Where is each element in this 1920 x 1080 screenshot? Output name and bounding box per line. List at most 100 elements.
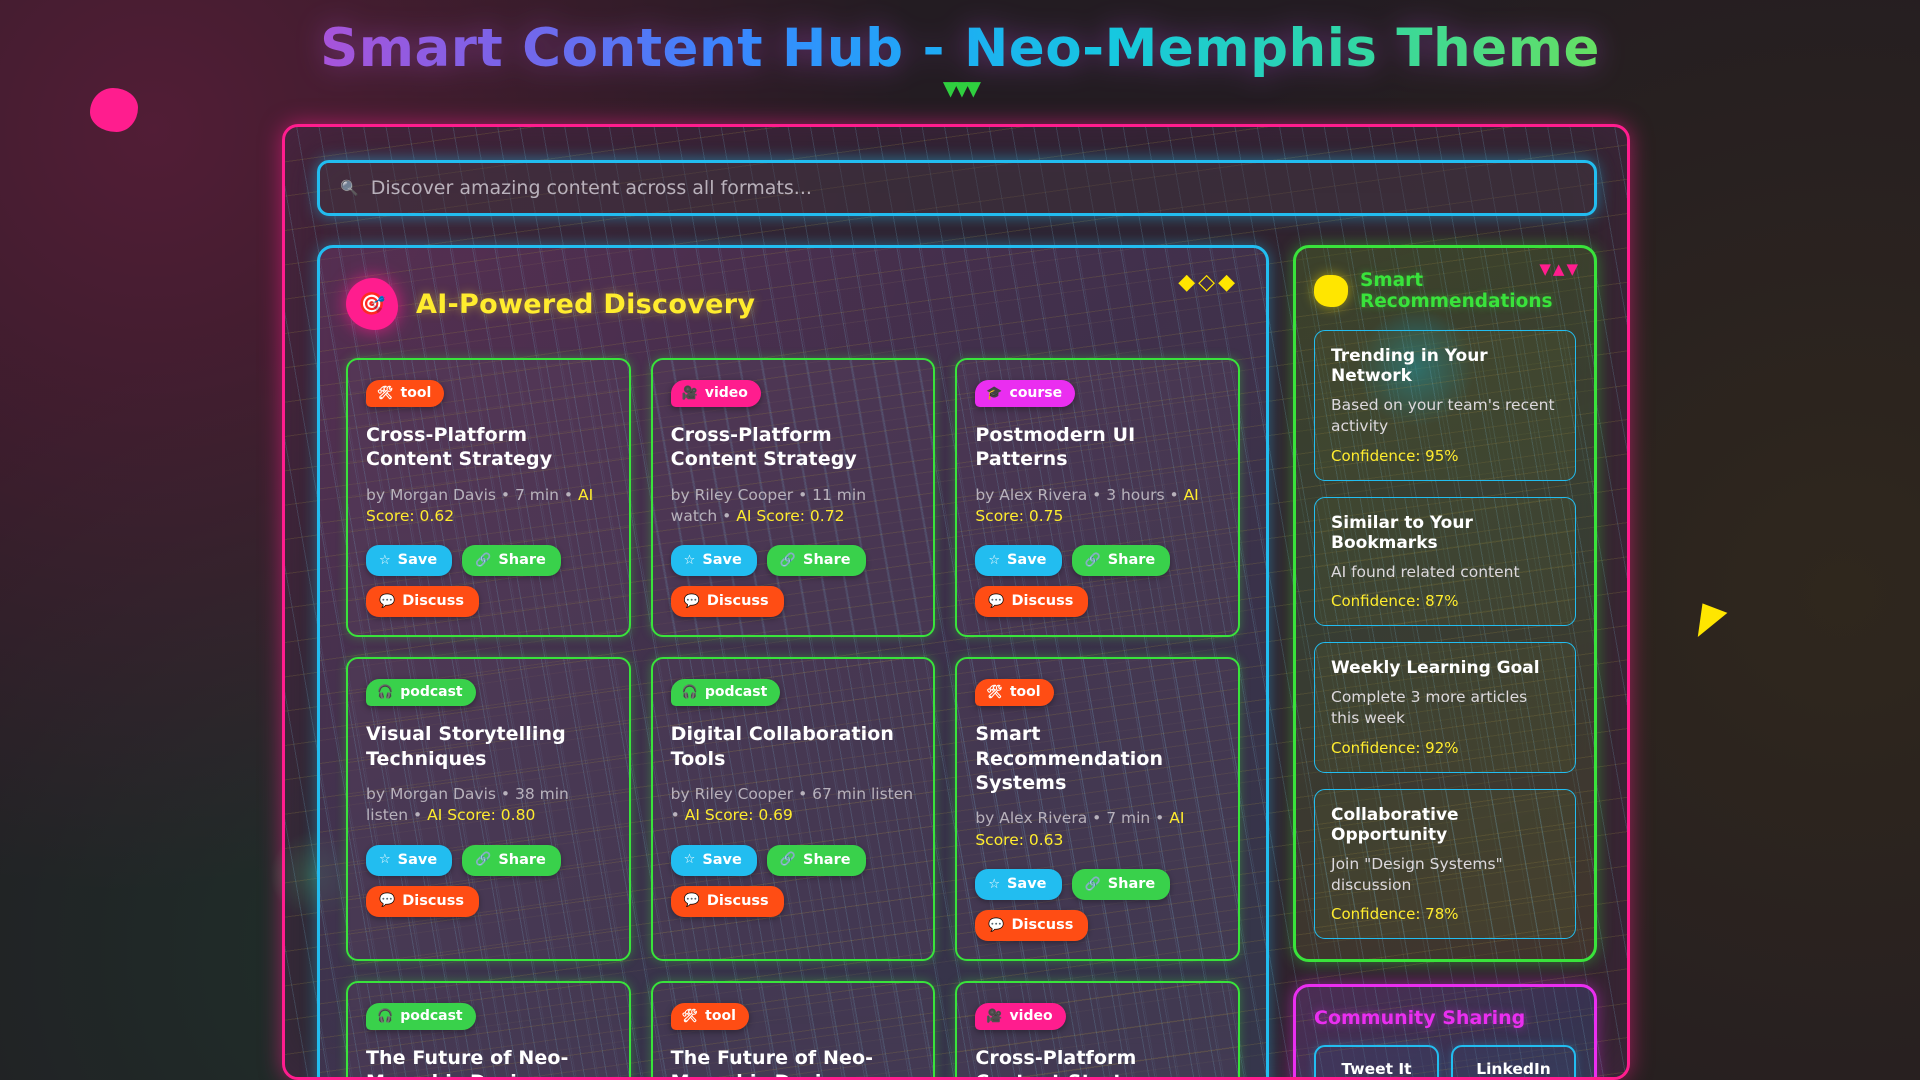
content-card[interactable]: 🛠 tool Smart Recommendation Systems by A…	[955, 657, 1240, 962]
share-button[interactable]: 🔗 Share	[1071, 869, 1171, 901]
content-card[interactable]: 🎧 podcast Digital Collaboration Tools by…	[650, 657, 936, 962]
content-card-title: The Future of Neo-Memphis Design	[366, 1047, 569, 1077]
recommendation-description: AI found related content	[1331, 562, 1520, 581]
speech-bubble-icon: 💬	[379, 593, 396, 609]
recommendation-card[interactable]: Trending in Your Network Based on your t…	[1314, 330, 1576, 481]
content-card-author-duration: by Morgan Davis • 7 min •	[366, 485, 578, 504]
main-columns: ◆◇◆ 🎯 AI-Powered Discovery 🛠 tool Cross-…	[317, 245, 1597, 1077]
content-card-title: Smart Recommendation Systems	[975, 723, 1164, 794]
tool-icon: 🛠	[681, 1008, 699, 1024]
speech-bubble-icon: 💬	[988, 593, 1005, 609]
recommendation-description: Complete 3 more articles this week	[1331, 688, 1528, 728]
share-button[interactable]: 🔗 Share	[766, 844, 866, 876]
content-type-badge: 🎧 podcast	[366, 1003, 476, 1031]
tool-icon: 🛠	[986, 684, 1003, 700]
discovery-header: 🎯 AI-Powered Discovery	[346, 278, 1240, 330]
content-type-badge: 🎥 video	[670, 380, 761, 407]
share-platform-button[interactable]: LinkedIn	[1451, 1045, 1576, 1077]
discovery-title: AI-Powered Discovery	[416, 288, 756, 320]
share-button-label: Share	[498, 552, 546, 569]
star-icon: ☆	[683, 552, 696, 568]
save-button[interactable]: ☆ Save	[670, 844, 757, 876]
speech-bubble-icon: 💬	[683, 593, 700, 609]
content-card[interactable]: 🛠 tool The Future of Neo-Memphis Design …	[650, 981, 936, 1077]
save-button[interactable]: ☆ Save	[975, 869, 1062, 901]
content-type-label: tool	[1009, 684, 1041, 701]
share-button[interactable]: 🔗 Share	[766, 545, 866, 577]
content-type-badge: 🛠 tool	[366, 380, 445, 407]
ai-discovery-panel: ◆◇◆ 🎯 AI-Powered Discovery 🛠 tool Cross-…	[317, 245, 1269, 1077]
tool-icon: 🛠	[377, 385, 394, 401]
discuss-button-label: Discuss	[402, 593, 465, 610]
content-type-badge: 🎧 podcast	[366, 679, 476, 707]
ai-score-value: AI Score: 0.80	[427, 806, 536, 825]
discuss-button[interactable]: 💬 Discuss	[975, 910, 1089, 942]
content-card[interactable]: 🎓 course Postmodern UI Patterns by Alex …	[955, 358, 1240, 638]
recommendation-card[interactable]: Collaborative Opportunity Join "Design S…	[1314, 788, 1576, 940]
card-action-row: ☆ Save 🔗 Share 💬 Discuss	[975, 869, 1220, 942]
content-card[interactable]: 🎥 video Cross-Platform Content Strategy …	[955, 981, 1240, 1077]
content-card[interactable]: 🎥 video Cross-Platform Content Strategy …	[650, 358, 936, 638]
confidence-value: Confidence: 95%	[1331, 446, 1459, 465]
speech-bubble-icon: 💬	[379, 893, 396, 909]
course-icon: 🎓	[986, 385, 1003, 401]
ai-score-value: AI Score: 0.69	[684, 806, 793, 825]
save-button[interactable]: ☆ Save	[366, 545, 453, 577]
share-button-label: Share	[1107, 876, 1156, 893]
search-icon: 🔍	[340, 179, 359, 197]
content-type-badge: 🛠 tool	[975, 679, 1054, 707]
search-input[interactable]	[370, 177, 1574, 199]
triangle-decoration-icon: ▼▲▼	[1539, 260, 1580, 278]
content-card-grid: 🛠 tool Cross-Platform Content Strategy b…	[346, 358, 1240, 1077]
content-type-label: podcast	[704, 684, 768, 701]
content-card-meta: by Alex Rivera • 3 hours • AI Score: 0.7…	[975, 485, 1220, 528]
share-button-label: Share	[803, 552, 851, 569]
discuss-button[interactable]: 💬 Discuss	[366, 586, 480, 618]
card-action-row: ☆ Save 🔗 Share 💬 Discuss	[975, 545, 1220, 618]
share-button[interactable]: 🔗 Share	[462, 545, 561, 577]
recommendation-card[interactable]: Weekly Learning Goal Complete 3 more art…	[1314, 642, 1576, 773]
save-button[interactable]: ☆ Save	[975, 545, 1062, 577]
recommendation-title: Weekly Learning Goal	[1331, 658, 1540, 679]
content-card-title: The Future of Neo-Memphis Design	[670, 1047, 874, 1077]
recommendations-title: Smart Recommendations	[1360, 270, 1553, 312]
ai-score-value: AI Score: 0.63	[975, 809, 1185, 849]
share-button[interactable]: 🔗 Share	[1071, 545, 1171, 577]
search-bar[interactable]: 🔍	[317, 160, 1597, 216]
discuss-button[interactable]: 💬 Discuss	[670, 885, 784, 917]
recommendation-card[interactable]: Similar to Your Bookmarks AI found relat…	[1314, 496, 1576, 627]
content-card[interactable]: 🛠 tool Cross-Platform Content Strategy b…	[346, 358, 631, 638]
discuss-button[interactable]: 💬 Discuss	[670, 586, 784, 618]
share-button-grid: Tweet ItLinkedInDiscordReddit	[1314, 1045, 1576, 1077]
share-button-label: Share	[498, 851, 546, 868]
discuss-button-label: Discuss	[402, 892, 465, 909]
content-card[interactable]: 🎧 podcast Visual Storytelling Techniques…	[346, 657, 631, 962]
share-button[interactable]: 🔗 Share	[462, 844, 561, 876]
recommendation-title: Collaborative Opportunity	[1331, 804, 1459, 845]
content-card-meta: by Alex Rivera • 7 min • AI Score: 0.63	[975, 808, 1220, 851]
page-title: Smart Content Hub - Neo-Memphis Theme	[0, 18, 1920, 79]
content-card-title: Cross-Platform Content Strategy	[670, 424, 857, 471]
save-button[interactable]: ☆ Save	[366, 844, 453, 876]
discuss-button[interactable]: 💬 Discuss	[366, 885, 480, 917]
save-button-label: Save	[1006, 552, 1047, 569]
confidence-value: Confidence: 92%	[1331, 738, 1459, 757]
content-card-author-duration: by Alex Rivera • 7 min •	[975, 809, 1170, 828]
recommendations-header: Smart Recommendations	[1314, 270, 1576, 312]
content-type-badge: 🎧 podcast	[670, 679, 781, 707]
content-card[interactable]: 🎧 podcast The Future of Neo-Memphis Desi…	[346, 981, 631, 1077]
smart-recommendations-panel: ▼▲▼ Smart Recommendations Trending in Yo…	[1293, 245, 1597, 963]
save-button-label: Save	[702, 552, 742, 569]
share-platform-button[interactable]: Tweet It	[1314, 1045, 1439, 1077]
community-sharing-panel: Community Sharing Tweet ItLinkedInDiscor…	[1293, 984, 1597, 1077]
link-icon: 🔗	[475, 552, 492, 568]
content-type-label: video	[704, 385, 748, 401]
star-icon: ☆	[683, 852, 696, 868]
link-icon: 🔗	[1084, 876, 1101, 892]
save-button[interactable]: ☆ Save	[670, 545, 757, 577]
discuss-button-label: Discuss	[1011, 593, 1074, 610]
discuss-button[interactable]: 💬 Discuss	[975, 586, 1089, 618]
card-action-row: ☆ Save 🔗 Share 💬 Discuss	[366, 844, 611, 917]
content-card-title: Visual Storytelling Techniques	[366, 723, 566, 770]
